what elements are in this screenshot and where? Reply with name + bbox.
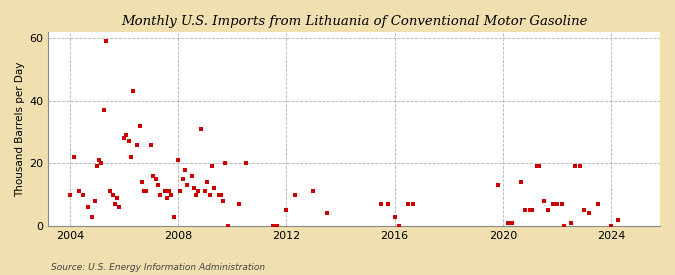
Point [92, 164, 103, 169]
Point [202, 180, 213, 184]
Point [531, 164, 542, 169]
Point [78, 192, 88, 197]
Point [558, 224, 569, 228]
Point [87, 214, 98, 219]
Point [218, 199, 229, 203]
Point [126, 155, 136, 159]
Point [493, 183, 504, 188]
Point [215, 192, 226, 197]
Point [159, 189, 170, 194]
Point [533, 164, 544, 169]
Point [200, 189, 211, 194]
Point [383, 202, 394, 206]
Point [520, 208, 531, 213]
Point [155, 192, 165, 197]
Point [114, 205, 125, 209]
Point [173, 158, 184, 163]
Point [105, 189, 116, 194]
Point [543, 208, 554, 213]
Point [516, 180, 526, 184]
Point [134, 123, 145, 128]
Point [74, 189, 84, 194]
Point [137, 180, 148, 184]
Point [574, 164, 585, 169]
Point [178, 177, 188, 181]
Point [281, 208, 292, 213]
Point [69, 155, 80, 159]
Point [578, 208, 589, 213]
Point [141, 189, 152, 194]
Point [524, 208, 535, 213]
Point [96, 161, 107, 166]
Point [583, 211, 594, 216]
Point [376, 202, 387, 206]
Point [188, 186, 199, 191]
Point [556, 202, 567, 206]
Point [403, 202, 414, 206]
Point [205, 192, 215, 197]
Point [180, 167, 190, 172]
Point [121, 133, 132, 138]
Point [593, 202, 603, 206]
Point [153, 183, 163, 188]
Point [547, 202, 558, 206]
Point [123, 139, 134, 144]
Point [290, 192, 301, 197]
Point [240, 161, 251, 166]
Point [267, 224, 278, 228]
Point [389, 214, 400, 219]
Point [99, 108, 109, 112]
Point [166, 192, 177, 197]
Point [551, 202, 562, 206]
Point [119, 136, 130, 141]
Point [222, 224, 233, 228]
Point [64, 192, 75, 197]
Point [613, 218, 624, 222]
Point [82, 205, 93, 209]
Point [132, 142, 143, 147]
Point [109, 202, 120, 206]
Point [195, 127, 206, 131]
Point [506, 221, 517, 225]
Point [94, 158, 105, 163]
Point [128, 89, 138, 94]
Point [107, 192, 118, 197]
Point [112, 196, 123, 200]
Point [234, 202, 244, 206]
Point [89, 199, 100, 203]
Point [220, 161, 231, 166]
Point [526, 208, 537, 213]
Point [538, 199, 549, 203]
Point [308, 189, 319, 194]
Point [168, 214, 179, 219]
Point [148, 174, 159, 178]
Point [164, 189, 175, 194]
Point [394, 224, 405, 228]
Point [502, 221, 513, 225]
Point [606, 224, 617, 228]
Point [191, 192, 202, 197]
Point [565, 221, 576, 225]
Point [213, 192, 224, 197]
Point [139, 189, 150, 194]
Point [207, 164, 217, 169]
Y-axis label: Thousand Barrels per Day: Thousand Barrels per Day [15, 61, 25, 197]
Point [161, 196, 172, 200]
Point [209, 186, 219, 191]
Title: Monthly U.S. Imports from Lithuania of Conventional Motor Gasoline: Monthly U.S. Imports from Lithuania of C… [121, 15, 587, 28]
Point [193, 189, 204, 194]
Point [182, 183, 192, 188]
Point [186, 174, 197, 178]
Point [272, 224, 283, 228]
Point [570, 164, 580, 169]
Point [151, 177, 161, 181]
Point [146, 142, 157, 147]
Point [408, 202, 418, 206]
Point [175, 189, 186, 194]
Point [321, 211, 332, 216]
Point [101, 39, 111, 43]
Text: Source: U.S. Energy Information Administration: Source: U.S. Energy Information Administ… [51, 263, 265, 272]
